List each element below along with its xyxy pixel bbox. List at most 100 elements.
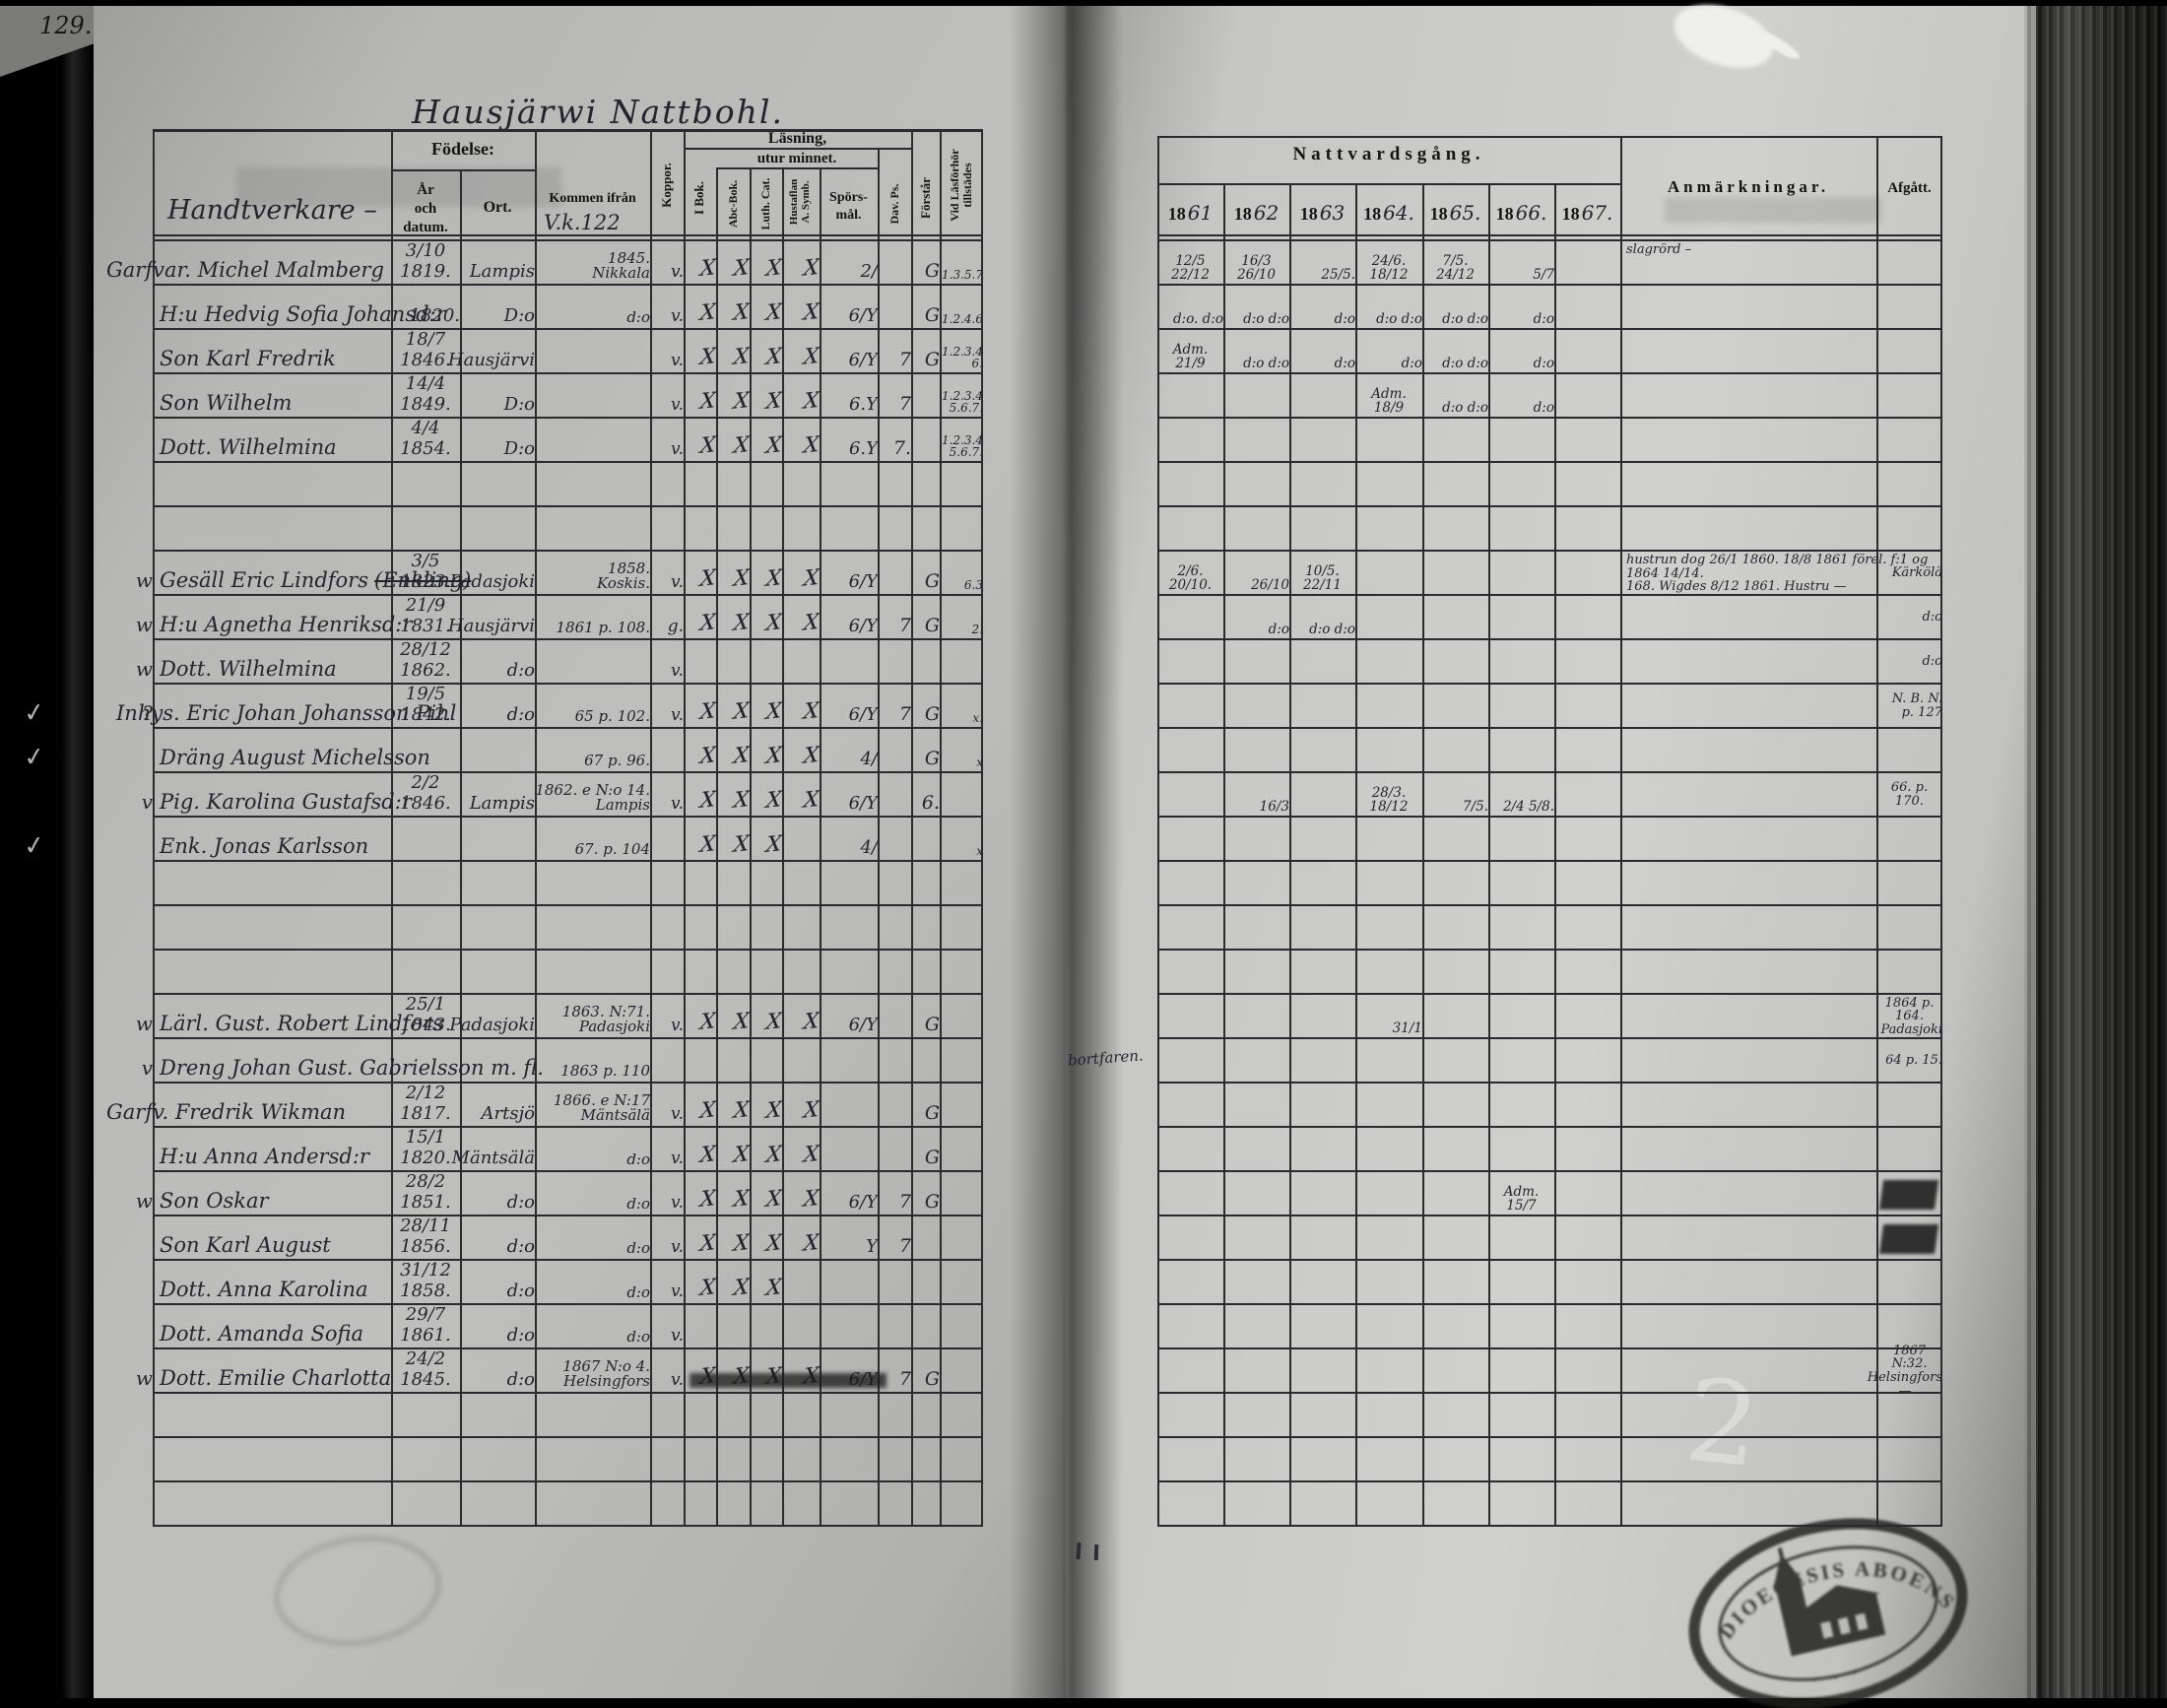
reading-mark: X (802, 388, 821, 415)
rule-row (153, 284, 983, 286)
questions-mark: 6/Y (848, 305, 878, 326)
rule-row (1157, 993, 1942, 995)
text-line: 6.3 (963, 578, 983, 593)
entry-birthplace: D:o (503, 394, 535, 415)
rule-column (782, 167, 784, 1527)
reading-mark: X (698, 299, 717, 326)
year-header-cell: 18 63 (1289, 195, 1355, 225)
entry-name-text: Gesäll Eric Lindfors (160, 568, 368, 592)
photo-black-edge-top (0, 0, 2167, 6)
rule-row (153, 328, 983, 330)
text-line: d:o (626, 1239, 650, 1258)
entry-name-text: Dott. Wilhelmina (160, 657, 337, 681)
header-kommen-ifran: Kommen ifrån (549, 191, 636, 206)
rule-row (1157, 1037, 1942, 1039)
rule-column (684, 129, 686, 1527)
entry-birthdate: 15/1 1820. (400, 1127, 451, 1168)
margin-mark: w (135, 1189, 153, 1213)
understands-mark: G (924, 570, 940, 592)
rule-row (1157, 949, 1942, 951)
text-line: x (976, 755, 983, 770)
entry-name-text: Garfv. Fredrik Wikman (106, 1100, 347, 1124)
margin-mark: v (141, 790, 153, 814)
text-line: Padasjoki (1880, 1021, 1942, 1037)
rule-row (1157, 417, 1942, 419)
reading-mark: X (802, 432, 821, 459)
page-number: 129. (39, 12, 93, 39)
questions-mark: 4/ (860, 749, 878, 769)
entry-birthplace: Lampis (469, 261, 535, 282)
vaccination-mark: v. (671, 1193, 684, 1213)
questions-mark: 6/Y (848, 704, 878, 725)
rule-column (1289, 185, 1291, 1527)
entry-birthdate: 28/12 1862. (400, 639, 451, 681)
text-line: 168. Wigdes 8/12 1861. Hustru — (1626, 579, 1847, 595)
rule-header-bottom (1157, 234, 1942, 236)
entry-birthplace: Hausjärvi (447, 616, 535, 636)
entry-birthplace: d:o (506, 1281, 535, 1301)
communion-mark: d:o (1533, 310, 1554, 327)
entry-origin: 1858. Koskis. (535, 555, 650, 592)
reading-mark: X (732, 610, 751, 636)
entry-birthplace: d:o (506, 704, 535, 725)
reading-mark: X (732, 255, 751, 282)
entry-name: Garfvar. Michel Malmberg (106, 247, 402, 282)
psalms-mark: 7 (898, 703, 911, 725)
communion-mark: 26/10 (1251, 576, 1289, 593)
entry-origin: 1845. Nikkala (535, 244, 650, 282)
reading-mark: X (764, 787, 783, 814)
entry-name: Inhys. Eric Johan Johansson Pihl (116, 690, 456, 725)
rule-column (153, 129, 155, 1527)
communion-mark: 25/5. (1321, 266, 1355, 283)
psalms-mark: 7 (898, 349, 911, 370)
rule-row (1157, 284, 1942, 286)
rule-row (153, 638, 983, 640)
communion-mark: 2/6. 20/10. (1168, 562, 1213, 593)
rule-row (153, 683, 983, 685)
psalms-mark: 7 (898, 1368, 911, 1390)
rule-column (911, 129, 913, 1527)
rule-row (153, 594, 983, 596)
text-line: d:o (1922, 654, 1942, 670)
reading-mark: X (698, 1142, 717, 1168)
reading-mark: X (698, 1275, 717, 1301)
attendance-mark: x. (940, 688, 983, 725)
year-header-cell: 18 66. (1488, 195, 1554, 225)
communion-mark: Adm. 15/7 (1503, 1183, 1540, 1214)
reading-mark: X (802, 1097, 821, 1124)
rule-column (650, 129, 652, 1527)
entry-birthdate: 2/12 1817. (400, 1083, 451, 1124)
rule-row (1157, 328, 1942, 330)
entry-origin: 67. p. 104 (535, 821, 650, 858)
entry-name-text: Pig. Karolina Gustafsd:r (160, 790, 412, 814)
entry-origin: d:o (535, 289, 650, 326)
entry-name: Dott. Amanda Sofia (160, 1311, 455, 1346)
rule-column (1157, 136, 1159, 1527)
rule-column (1940, 136, 1942, 1527)
entry-origin: d:o (535, 1175, 650, 1213)
communion-mark: 31/1 (1392, 1019, 1422, 1036)
book-edge-wood (2024, 0, 2167, 1708)
entry-birthdate: 1820. (409, 305, 460, 326)
understands-mark: G (924, 1147, 940, 1168)
psalms-mark: 7 (898, 615, 911, 636)
reading-mark: X (764, 388, 783, 415)
occupation-heading: Handtverkare – (167, 195, 377, 226)
text-line: d:o (626, 1283, 650, 1302)
entry-birthdate: 3/10 1819. (400, 240, 451, 282)
rule-row (153, 1082, 983, 1084)
rule-table-top-right (1157, 136, 1942, 138)
reading-mark: X (732, 1142, 751, 1168)
margin-mark: w (135, 613, 153, 636)
departed-note: Kärkölä (1876, 555, 1942, 592)
year-handwritten: 61 (1187, 201, 1214, 225)
header-i-bok: I Bok. (691, 181, 707, 215)
entry-origin: 1861 p. 108. (535, 599, 650, 636)
entry-birthdate: 3/5 1823. (400, 551, 451, 592)
communion-mark: d:o d:o (1442, 310, 1488, 327)
rule-row (153, 727, 983, 729)
entry-name-text: H:u Hedvig Sofia Johansd:r (160, 302, 446, 326)
rule-row (1157, 1259, 1942, 1261)
reading-mark: X (764, 743, 783, 769)
text-line: 1.2.3.4 (942, 432, 983, 447)
